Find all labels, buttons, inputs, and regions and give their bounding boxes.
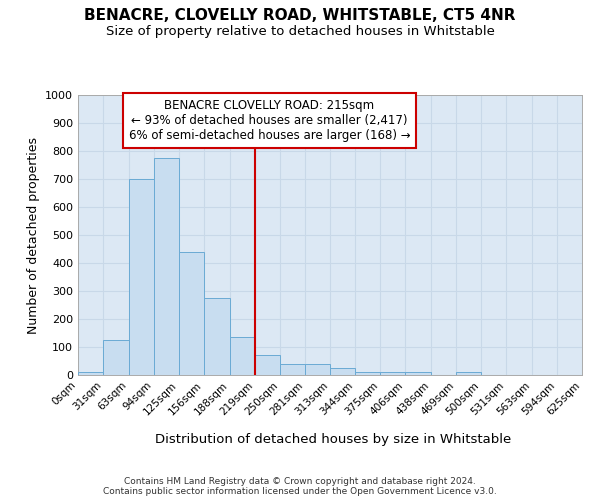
Bar bbox=[78, 372, 103, 375]
Bar bbox=[331, 368, 355, 375]
Bar bbox=[154, 158, 179, 375]
Y-axis label: Number of detached properties: Number of detached properties bbox=[26, 136, 40, 334]
Bar bbox=[103, 340, 129, 375]
Bar bbox=[406, 372, 431, 375]
Bar bbox=[456, 372, 481, 375]
Text: BENACRE, CLOVELLY ROAD, WHITSTABLE, CT5 4NR: BENACRE, CLOVELLY ROAD, WHITSTABLE, CT5 … bbox=[84, 8, 516, 22]
Text: Contains public sector information licensed under the Open Government Licence v3: Contains public sector information licen… bbox=[103, 487, 497, 496]
Bar bbox=[380, 372, 406, 375]
Bar bbox=[305, 364, 331, 375]
Bar bbox=[179, 252, 204, 375]
Bar bbox=[230, 337, 254, 375]
Text: Size of property relative to detached houses in Whitstable: Size of property relative to detached ho… bbox=[106, 25, 494, 38]
Bar bbox=[355, 372, 380, 375]
Bar bbox=[254, 356, 280, 375]
Bar bbox=[129, 179, 154, 375]
Text: Distribution of detached houses by size in Whitstable: Distribution of detached houses by size … bbox=[155, 432, 511, 446]
Bar bbox=[204, 298, 230, 375]
Text: Contains HM Land Registry data © Crown copyright and database right 2024.: Contains HM Land Registry data © Crown c… bbox=[124, 477, 476, 486]
Bar bbox=[280, 364, 305, 375]
Text: BENACRE CLOVELLY ROAD: 215sqm
← 93% of detached houses are smaller (2,417)
6% of: BENACRE CLOVELLY ROAD: 215sqm ← 93% of d… bbox=[129, 99, 410, 142]
